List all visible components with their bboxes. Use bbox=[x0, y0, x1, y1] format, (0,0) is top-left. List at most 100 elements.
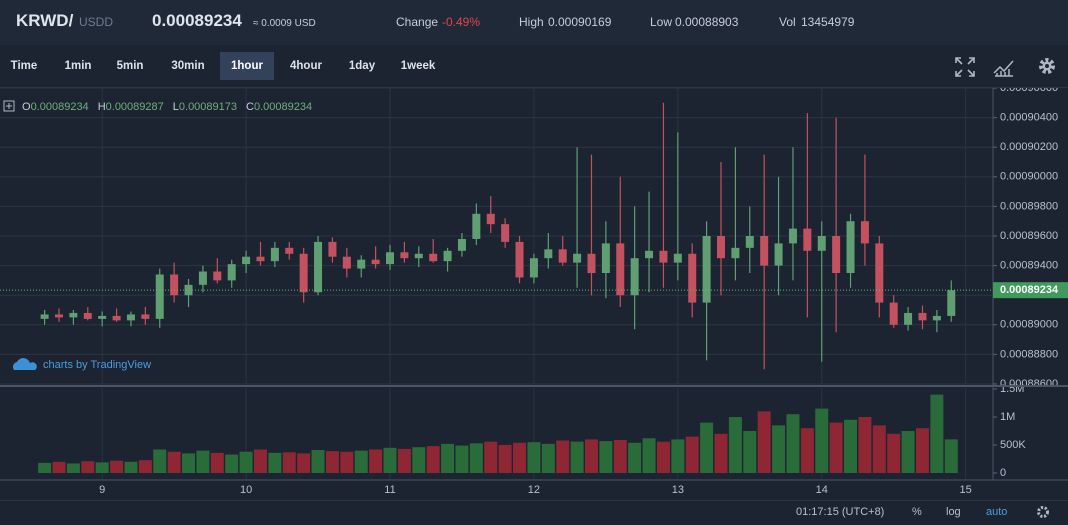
candle-body bbox=[472, 213, 481, 239]
candle-body bbox=[774, 243, 783, 266]
y-tick-label: 0.00090000 bbox=[1000, 171, 1058, 183]
candle-body bbox=[760, 236, 769, 266]
volume-bar bbox=[38, 462, 52, 473]
log-toggle[interactable]: log bbox=[946, 506, 961, 518]
volume-bar bbox=[844, 419, 858, 473]
candle-body bbox=[40, 314, 49, 319]
volume-bar bbox=[239, 451, 253, 473]
candle-body bbox=[299, 253, 308, 293]
candle-body bbox=[227, 264, 236, 281]
candle-body bbox=[314, 241, 323, 293]
volume-bar bbox=[153, 449, 167, 473]
candle-body bbox=[155, 274, 164, 319]
settings-icon[interactable] bbox=[1037, 56, 1057, 76]
y-tick-label: 0.00089600 bbox=[1000, 230, 1058, 242]
x-tick-label: 15 bbox=[960, 484, 972, 496]
volume-tick-label: 1.5M bbox=[1000, 383, 1024, 395]
candle-body bbox=[414, 253, 423, 259]
last-price-box bbox=[993, 282, 1068, 299]
x-tick-label: 11 bbox=[384, 484, 395, 496]
volume-bar bbox=[81, 461, 95, 473]
volume-bar bbox=[786, 414, 800, 473]
interval-button[interactable]: 1min bbox=[64, 60, 92, 72]
percent-toggle[interactable]: % bbox=[912, 506, 922, 518]
header: KRWD/ USDD 0.00089234 ≈ 0.0009 USD Chang… bbox=[0, 0, 1068, 45]
x-tick-label: 9 bbox=[99, 484, 105, 496]
volume-bar bbox=[700, 422, 714, 473]
interval-button[interactable]: Time bbox=[10, 60, 38, 72]
volume-bar bbox=[944, 439, 958, 473]
volume-bar bbox=[757, 411, 771, 473]
volume-bar bbox=[527, 442, 541, 473]
volume-bar bbox=[685, 436, 699, 473]
candle-body bbox=[947, 290, 956, 316]
volume-bar bbox=[728, 417, 742, 473]
interval-button[interactable]: 4hour bbox=[290, 60, 322, 72]
candle-body bbox=[673, 253, 682, 263]
volume-bar bbox=[253, 449, 267, 473]
indicator-icon[interactable] bbox=[993, 57, 1015, 77]
volume-bar bbox=[829, 422, 843, 473]
interval-button[interactable]: 1week bbox=[400, 60, 436, 72]
volume-bar bbox=[397, 448, 411, 473]
candle-body bbox=[198, 271, 207, 285]
volume-bar bbox=[498, 445, 512, 473]
clock: 01:17:15 (UTC+8) bbox=[796, 506, 885, 518]
interval-button[interactable]: 5min bbox=[116, 60, 144, 72]
volume-bar bbox=[138, 460, 152, 473]
settings-icon[interactable] bbox=[1036, 505, 1050, 519]
candle-body bbox=[659, 250, 668, 263]
volume-bar bbox=[325, 451, 339, 473]
watermark: charts by TradingView bbox=[12, 358, 151, 371]
last-price-label: 0.00089234 bbox=[1000, 284, 1059, 296]
volume-bar bbox=[714, 433, 728, 473]
auto-toggle[interactable]: auto bbox=[986, 506, 1008, 518]
fullscreen-icon[interactable] bbox=[955, 57, 975, 77]
volume-bar bbox=[354, 450, 368, 473]
legend-value: 0.00089173 bbox=[179, 101, 237, 113]
vol: 13454979 bbox=[801, 15, 855, 29]
candle-body bbox=[587, 253, 596, 273]
volume-bar bbox=[469, 443, 483, 473]
candle-body bbox=[515, 241, 524, 278]
candle-body bbox=[184, 284, 193, 296]
volume-bar bbox=[340, 451, 354, 473]
x-tick-label: 14 bbox=[816, 484, 828, 496]
volume-bar bbox=[628, 442, 642, 473]
volume-bar bbox=[52, 461, 66, 473]
candle-body bbox=[731, 247, 740, 259]
legend-toggle bbox=[3, 100, 15, 112]
volume-bar bbox=[110, 460, 124, 473]
candle-body bbox=[98, 315, 107, 319]
candle-body bbox=[213, 271, 222, 281]
interval-button[interactable]: 1day bbox=[348, 60, 376, 72]
volume-bar bbox=[369, 449, 383, 473]
volume-bar bbox=[872, 425, 886, 473]
volume-bar bbox=[656, 441, 670, 473]
candle-body bbox=[170, 274, 179, 296]
volume-bar bbox=[815, 408, 829, 473]
interval-button[interactable]: 1hour bbox=[220, 52, 274, 80]
candle-body bbox=[126, 314, 135, 321]
legend-value: 0.00089234 bbox=[254, 101, 312, 113]
candle-body bbox=[630, 258, 639, 296]
x-tick-label: 10 bbox=[240, 484, 252, 496]
high-label: High bbox=[519, 15, 544, 29]
candle-body bbox=[932, 315, 941, 321]
volume-bar bbox=[441, 443, 455, 473]
interval-button[interactable]: 30min bbox=[171, 60, 205, 72]
candle-body bbox=[717, 236, 726, 259]
candle-body bbox=[342, 256, 351, 269]
volume-bar bbox=[930, 394, 944, 473]
candle-body bbox=[141, 314, 150, 319]
ohlc-legend: O0.00089234 H0.00089287 L0.00089173 C0.0008… bbox=[22, 101, 312, 113]
watermark-logo bbox=[12, 358, 37, 370]
toolbar: Time 1min 5min 30min 1hour 4hour 1day 1w… bbox=[0, 45, 1068, 88]
volume-bar bbox=[167, 451, 181, 473]
candle-body bbox=[817, 236, 826, 251]
candle-body bbox=[270, 247, 279, 262]
y-tick-label: 0.00090400 bbox=[1000, 112, 1058, 124]
candle-body bbox=[745, 236, 754, 248]
candle-body bbox=[285, 247, 294, 254]
